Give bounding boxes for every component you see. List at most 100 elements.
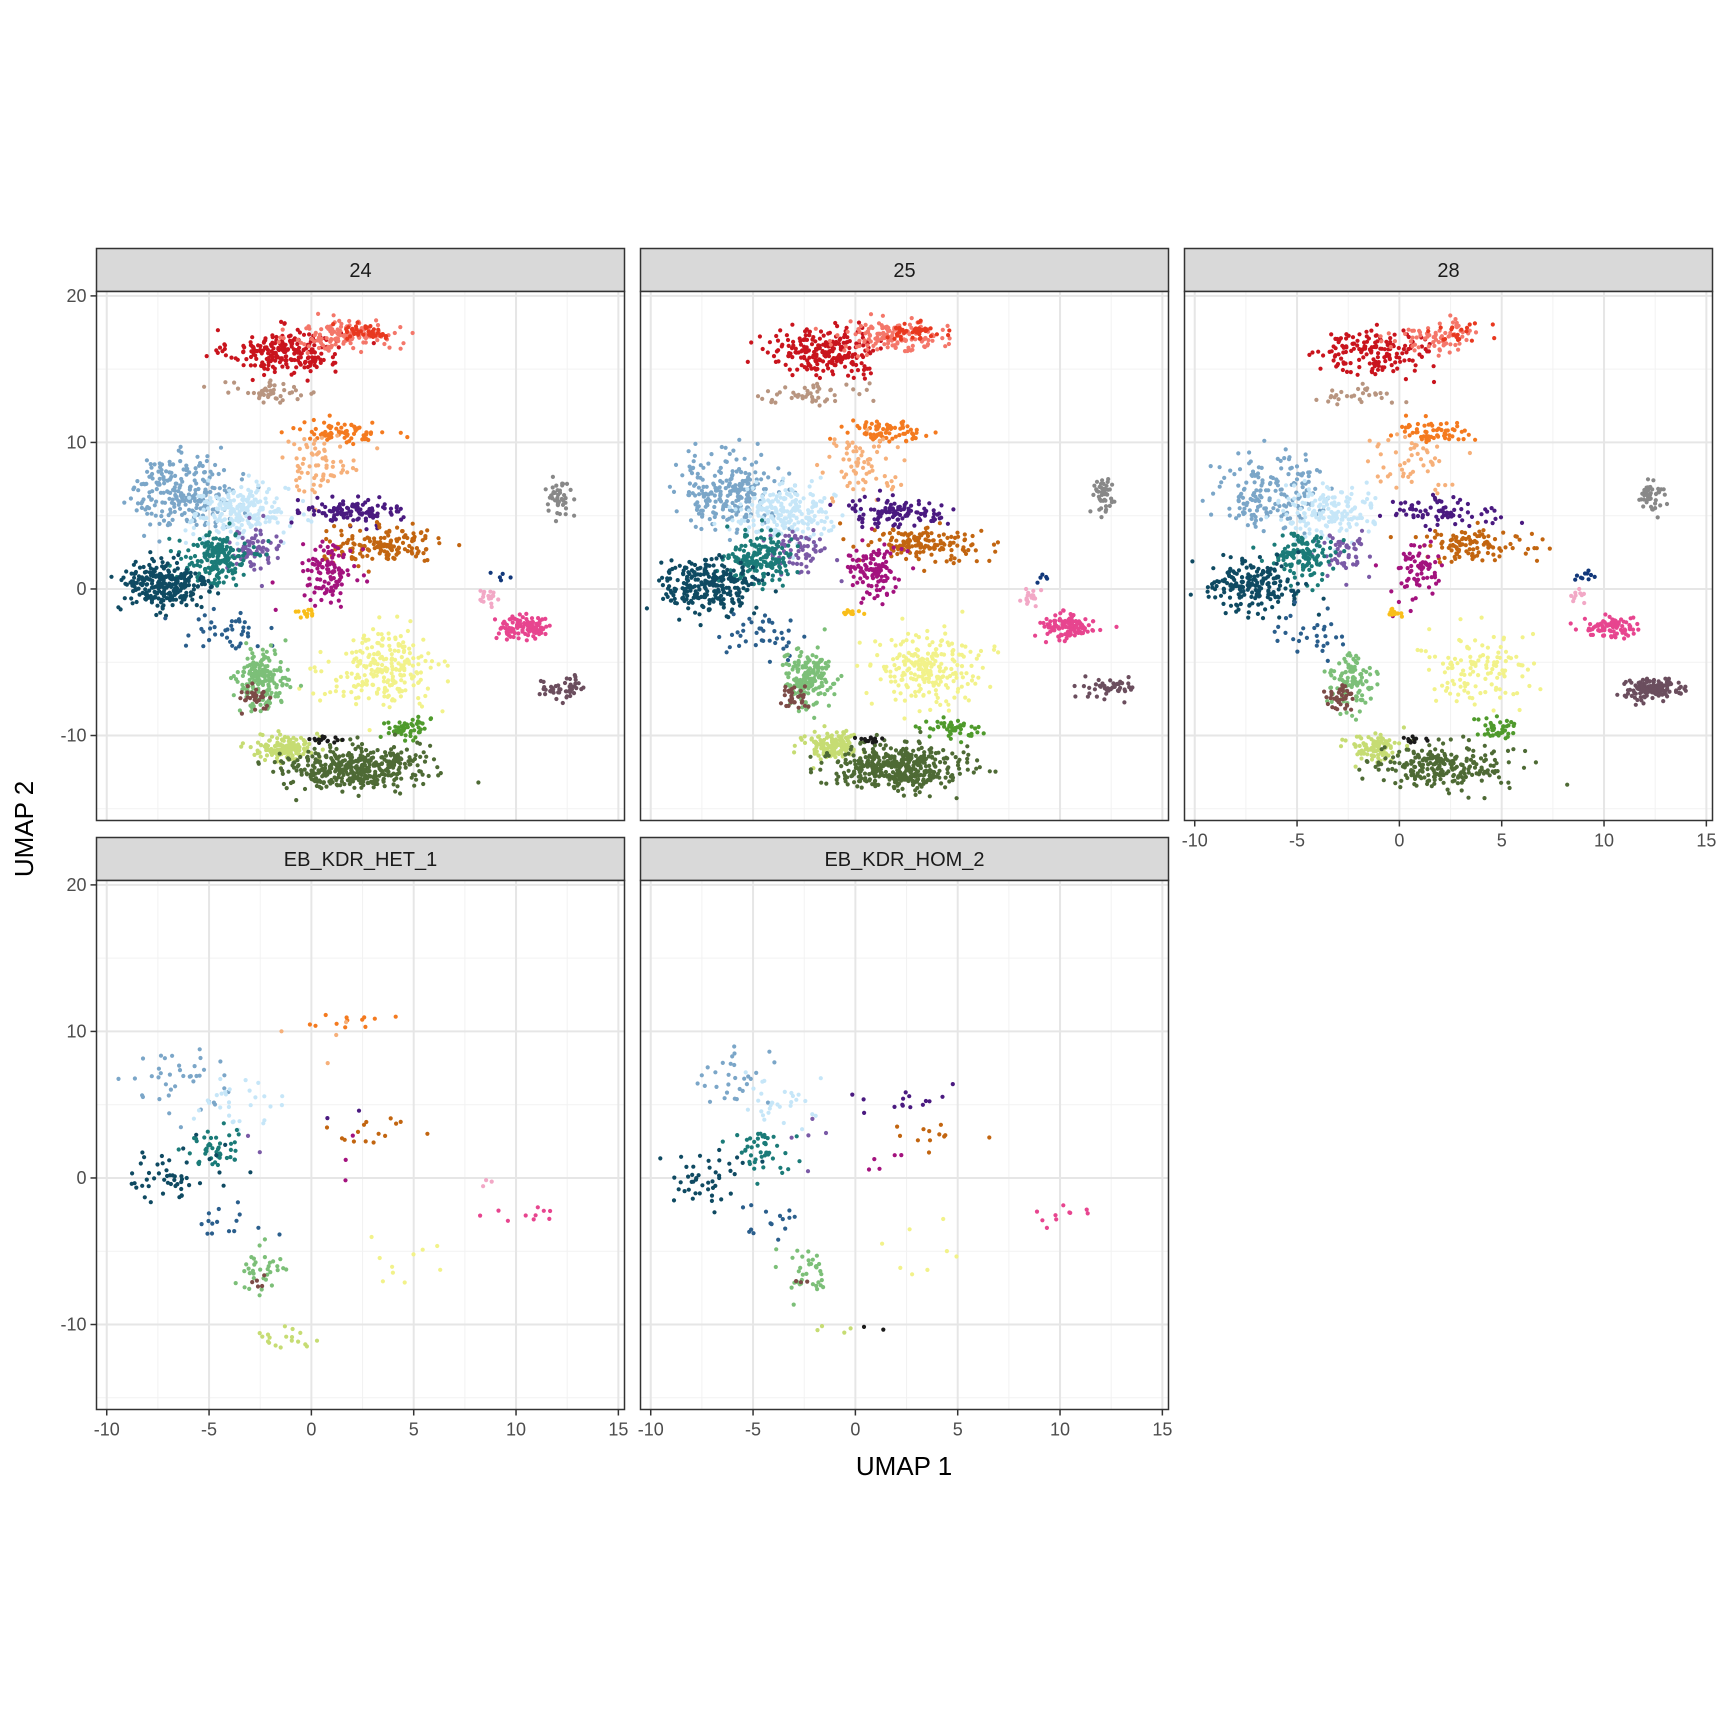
umap-point bbox=[411, 738, 416, 743]
umap-point bbox=[242, 345, 247, 350]
umap-point bbox=[209, 568, 214, 573]
umap-point bbox=[173, 492, 178, 498]
umap-point bbox=[350, 534, 355, 539]
umap-point bbox=[853, 445, 858, 450]
umap-point bbox=[841, 537, 846, 542]
umap-point bbox=[508, 617, 513, 622]
umap-point bbox=[845, 329, 850, 334]
umap-point bbox=[367, 728, 372, 733]
umap-point bbox=[780, 545, 785, 551]
umap-point bbox=[564, 481, 570, 486]
umap-point bbox=[150, 556, 155, 562]
umap-point bbox=[324, 458, 329, 463]
umap-point bbox=[382, 784, 387, 789]
umap-point bbox=[923, 543, 928, 549]
umap-point bbox=[367, 536, 372, 541]
umap-point bbox=[854, 548, 859, 553]
umap-point bbox=[882, 474, 887, 479]
umap-point bbox=[270, 341, 275, 346]
umap-point bbox=[923, 336, 928, 341]
umap-point bbox=[167, 590, 172, 595]
umap-point bbox=[724, 478, 729, 483]
umap-point bbox=[888, 569, 893, 575]
umap-point bbox=[271, 346, 276, 351]
umap-point bbox=[339, 430, 344, 435]
umap-point bbox=[890, 330, 895, 335]
umap-point bbox=[817, 403, 822, 408]
umap-point bbox=[358, 551, 363, 556]
umap-point bbox=[789, 395, 794, 401]
umap-point bbox=[239, 477, 244, 482]
umap-point bbox=[753, 470, 758, 475]
umap-point bbox=[282, 321, 287, 326]
umap-point bbox=[823, 353, 828, 358]
umap-point bbox=[435, 765, 440, 770]
umap-point bbox=[694, 507, 700, 512]
umap-point bbox=[811, 385, 816, 390]
umap-point bbox=[805, 367, 810, 372]
umap-point bbox=[761, 498, 766, 503]
umap-point bbox=[294, 768, 299, 773]
umap-point bbox=[923, 537, 928, 542]
umap-point bbox=[369, 645, 375, 650]
umap-point bbox=[784, 491, 790, 496]
umap-point bbox=[414, 721, 419, 727]
umap-point bbox=[141, 564, 146, 570]
umap-point bbox=[259, 388, 264, 394]
umap-point bbox=[310, 505, 315, 510]
umap-point bbox=[356, 494, 361, 499]
umap-point bbox=[500, 571, 505, 577]
umap-point bbox=[780, 583, 785, 588]
umap-point bbox=[269, 690, 274, 695]
umap-point bbox=[171, 555, 176, 560]
umap-point bbox=[250, 377, 255, 383]
umap-point bbox=[375, 748, 380, 753]
umap-point bbox=[133, 571, 138, 576]
umap-point bbox=[862, 376, 868, 381]
umap-point bbox=[188, 574, 193, 579]
umap-point bbox=[159, 471, 164, 476]
umap-point bbox=[403, 688, 408, 693]
umap-point bbox=[418, 670, 423, 675]
umap-point bbox=[386, 636, 392, 642]
umap-point bbox=[351, 441, 356, 447]
umap-point bbox=[210, 472, 215, 477]
umap-point bbox=[281, 745, 286, 750]
umap-point bbox=[766, 517, 771, 523]
umap-point bbox=[154, 612, 159, 618]
umap-point bbox=[765, 389, 771, 394]
umap-point bbox=[869, 464, 874, 469]
umap-point bbox=[422, 726, 427, 731]
umap-point bbox=[354, 467, 359, 473]
umap-point bbox=[317, 760, 322, 765]
umap-point bbox=[235, 386, 241, 391]
umap-point bbox=[305, 745, 310, 750]
umap-point bbox=[341, 689, 346, 694]
umap-point bbox=[224, 544, 229, 549]
umap-point bbox=[369, 333, 374, 338]
umap-point bbox=[183, 571, 188, 577]
umap-point bbox=[259, 670, 265, 675]
umap-point bbox=[946, 333, 951, 338]
umap-point bbox=[853, 470, 859, 475]
umap-point bbox=[857, 498, 862, 503]
umap-point bbox=[834, 339, 839, 345]
umap-point bbox=[693, 502, 698, 507]
umap-point bbox=[712, 514, 717, 520]
umap-point bbox=[121, 575, 126, 580]
umap-point bbox=[800, 547, 805, 553]
umap-point bbox=[218, 503, 223, 508]
umap-point bbox=[197, 537, 202, 542]
umap-point bbox=[338, 444, 343, 449]
umap-point bbox=[408, 619, 413, 624]
umap-point bbox=[884, 592, 890, 598]
umap-point bbox=[257, 396, 262, 401]
umap-point bbox=[250, 701, 255, 707]
umap-point bbox=[183, 643, 189, 648]
umap-point bbox=[344, 327, 349, 332]
umap-point bbox=[330, 509, 336, 514]
umap-point bbox=[370, 420, 375, 425]
umap-point bbox=[354, 505, 359, 510]
umap-point bbox=[253, 527, 258, 532]
umap-point bbox=[426, 651, 431, 656]
